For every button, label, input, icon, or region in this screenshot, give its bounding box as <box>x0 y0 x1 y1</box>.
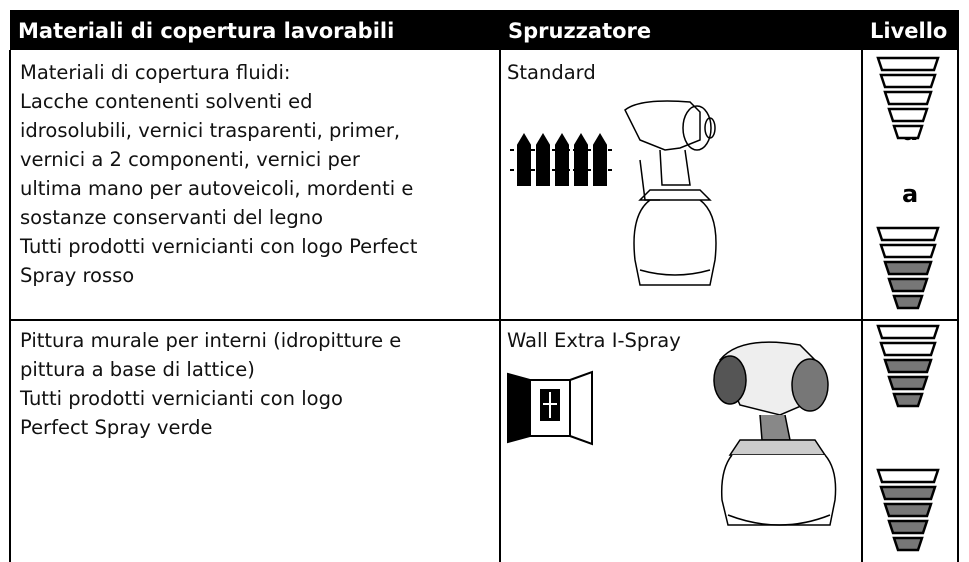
level-bar <box>876 56 940 72</box>
level-bar <box>887 107 929 123</box>
text-line: Materiali di copertura fluidi: <box>20 61 291 84</box>
sprayer-name: Wall Extra I-Spray <box>507 329 681 352</box>
sprayer-name: Standard <box>507 61 596 84</box>
window-icon <box>507 370 593 446</box>
level-bar <box>879 485 937 501</box>
text-line: sostanze conservanti del legno <box>20 206 324 229</box>
level-bar <box>876 468 940 484</box>
text-line: Tutti prodotti vernicianti con logo Perf… <box>20 235 418 258</box>
border <box>499 50 501 562</box>
text-line: idrosolubili, vernici trasparenti, prime… <box>20 119 401 142</box>
level-bar <box>876 226 940 242</box>
level-bar <box>892 294 924 310</box>
level-bar <box>892 536 924 552</box>
header-cell: Spruzzatore <box>500 10 862 50</box>
text-line: Spray rosso <box>20 264 135 287</box>
level-bar <box>887 375 929 391</box>
text-line: Pittura murale per interni (idropitture … <box>20 329 402 352</box>
level-bar <box>887 519 929 535</box>
level-bar <box>883 358 933 374</box>
border <box>9 319 959 321</box>
border <box>861 50 863 562</box>
material-text: Pittura murale per interni (idropitture … <box>20 326 401 442</box>
level-bar <box>883 260 933 276</box>
material-text: Materiali di copertura fluidi: Lacche con… <box>20 58 417 290</box>
text-line: Perfect Spray verde <box>20 416 213 439</box>
sprayer-standard <box>624 100 717 286</box>
border <box>957 50 959 562</box>
level-bar <box>887 277 929 293</box>
fence-icon <box>510 133 612 186</box>
level-bar <box>879 243 937 259</box>
level-label: a <box>902 180 919 208</box>
level-bar <box>879 73 937 89</box>
sprayer-wall <box>713 341 837 526</box>
header-cell: Materiali di copertura lavorabili <box>10 10 500 50</box>
text-line: vernici a 2 componenti, vernici per <box>20 148 360 171</box>
level-bar <box>876 324 940 340</box>
border <box>9 50 11 562</box>
header-cell: Livello <box>862 10 959 50</box>
level-bar <box>883 502 933 518</box>
level-bar <box>883 90 933 106</box>
text-line: ultima mano per autoveicoli, mordenti e <box>20 177 414 200</box>
level-bar <box>892 392 924 408</box>
level-icons <box>876 56 940 552</box>
level-bar <box>879 341 937 357</box>
text-line: pittura a base di lattice) <box>20 358 255 381</box>
text-line: Lacche contenenti solventi ed <box>20 90 313 113</box>
level-bar <box>892 124 924 140</box>
text-line: Tutti prodotti vernicianti con logo <box>20 387 343 410</box>
